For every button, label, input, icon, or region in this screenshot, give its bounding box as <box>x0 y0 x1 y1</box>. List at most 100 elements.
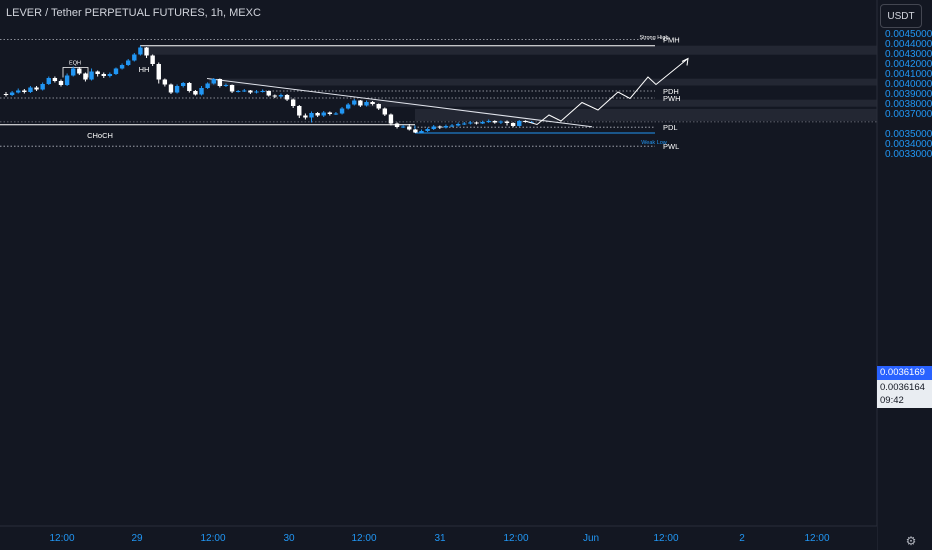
candle <box>193 90 198 96</box>
candle-body <box>242 90 247 92</box>
candle-body <box>132 54 137 61</box>
price-tick-label: 0.0045000 <box>885 29 932 40</box>
candle <box>150 54 155 66</box>
candle-body <box>138 47 143 55</box>
candle <box>58 79 64 87</box>
candle-body <box>248 90 253 93</box>
candle <box>229 84 235 93</box>
strong-high-label: Strong High <box>639 35 668 41</box>
candle <box>364 100 369 107</box>
candle <box>352 99 357 106</box>
candle <box>480 120 485 124</box>
candle <box>223 83 229 87</box>
candle <box>174 84 180 94</box>
candle <box>77 67 82 75</box>
candle-body <box>113 68 119 74</box>
candle <box>272 94 278 98</box>
candle-body <box>28 87 33 92</box>
price-tick-label: 0.0043000 <box>885 49 932 60</box>
current-price-label: 0.0036164 09:42 <box>877 380 932 408</box>
price-tick-label: 0.0039000 <box>885 89 932 100</box>
candle-body <box>413 129 418 133</box>
candle <box>419 129 424 133</box>
price-tick-label: 0.0034000 <box>885 139 932 150</box>
candle-body <box>449 125 455 127</box>
price-tick-label: 0.0042000 <box>885 59 932 70</box>
candle-body <box>468 122 473 124</box>
candle-body <box>40 84 45 90</box>
candle-body <box>504 121 510 123</box>
candle-body <box>462 123 467 125</box>
candle-body <box>339 108 345 114</box>
candle-body <box>193 91 198 95</box>
candle-body <box>321 112 326 116</box>
time-tick-label: 12:00 <box>804 533 829 544</box>
candle <box>449 124 455 127</box>
candle-body <box>254 91 259 93</box>
candle <box>492 120 497 124</box>
projection-arrowhead <box>681 57 689 66</box>
candle <box>303 113 308 120</box>
candle-body <box>58 81 64 85</box>
price-tick-label: 0.0044000 <box>885 39 932 50</box>
candle-body <box>455 124 461 126</box>
zone <box>147 45 877 55</box>
last-price-label: 0.0036169 <box>877 366 932 380</box>
level-label-pdh: PDH <box>663 87 679 96</box>
candle <box>64 73 70 86</box>
candle <box>156 62 161 84</box>
candle-body <box>284 95 290 100</box>
candle-body <box>205 83 210 88</box>
candle <box>16 88 21 94</box>
candle <box>132 53 137 62</box>
candle-body <box>303 115 308 118</box>
candle-body <box>223 85 229 86</box>
candle-body <box>34 87 39 90</box>
candle <box>9 91 15 96</box>
candle-body <box>46 78 51 84</box>
candle <box>486 119 491 123</box>
gear-icon[interactable]: ⚙ <box>905 534 917 548</box>
candle-body <box>229 85 235 92</box>
candle-body <box>510 123 516 126</box>
time-tick-label: 12:00 <box>351 533 376 544</box>
candle <box>107 72 113 78</box>
level-label-pwl: PWL <box>663 142 679 151</box>
candle-body <box>77 68 82 74</box>
candle <box>266 90 271 97</box>
candle-body <box>16 90 21 93</box>
candle <box>297 105 302 118</box>
candle <box>83 72 88 82</box>
currency-button[interactable]: USDT <box>880 4 922 28</box>
candle <box>242 89 247 92</box>
candle-countdown: 09:42 <box>880 395 904 406</box>
candle <box>211 78 216 85</box>
candle <box>40 82 45 91</box>
candle <box>46 76 51 85</box>
candle <box>278 93 284 98</box>
candle-body <box>162 79 168 85</box>
candle <box>89 68 94 81</box>
candle-body <box>89 71 94 80</box>
candle <box>370 101 375 106</box>
candle-body <box>297 106 302 116</box>
candle-body <box>199 88 204 95</box>
price-tick-label: 0.0035000 <box>885 129 932 140</box>
time-tick-label: 12:00 <box>503 533 528 544</box>
candle <box>199 86 204 96</box>
candle-body <box>150 55 155 64</box>
candle-body <box>187 83 192 91</box>
candle <box>168 83 174 94</box>
candle-body <box>400 126 406 128</box>
candle <box>144 47 149 58</box>
candle <box>510 122 516 127</box>
candle <box>400 125 406 128</box>
candle <box>504 120 510 126</box>
candle <box>119 63 125 70</box>
candle <box>235 90 241 93</box>
candle-body <box>3 94 9 95</box>
candle-body <box>180 83 186 86</box>
candle <box>28 86 33 93</box>
